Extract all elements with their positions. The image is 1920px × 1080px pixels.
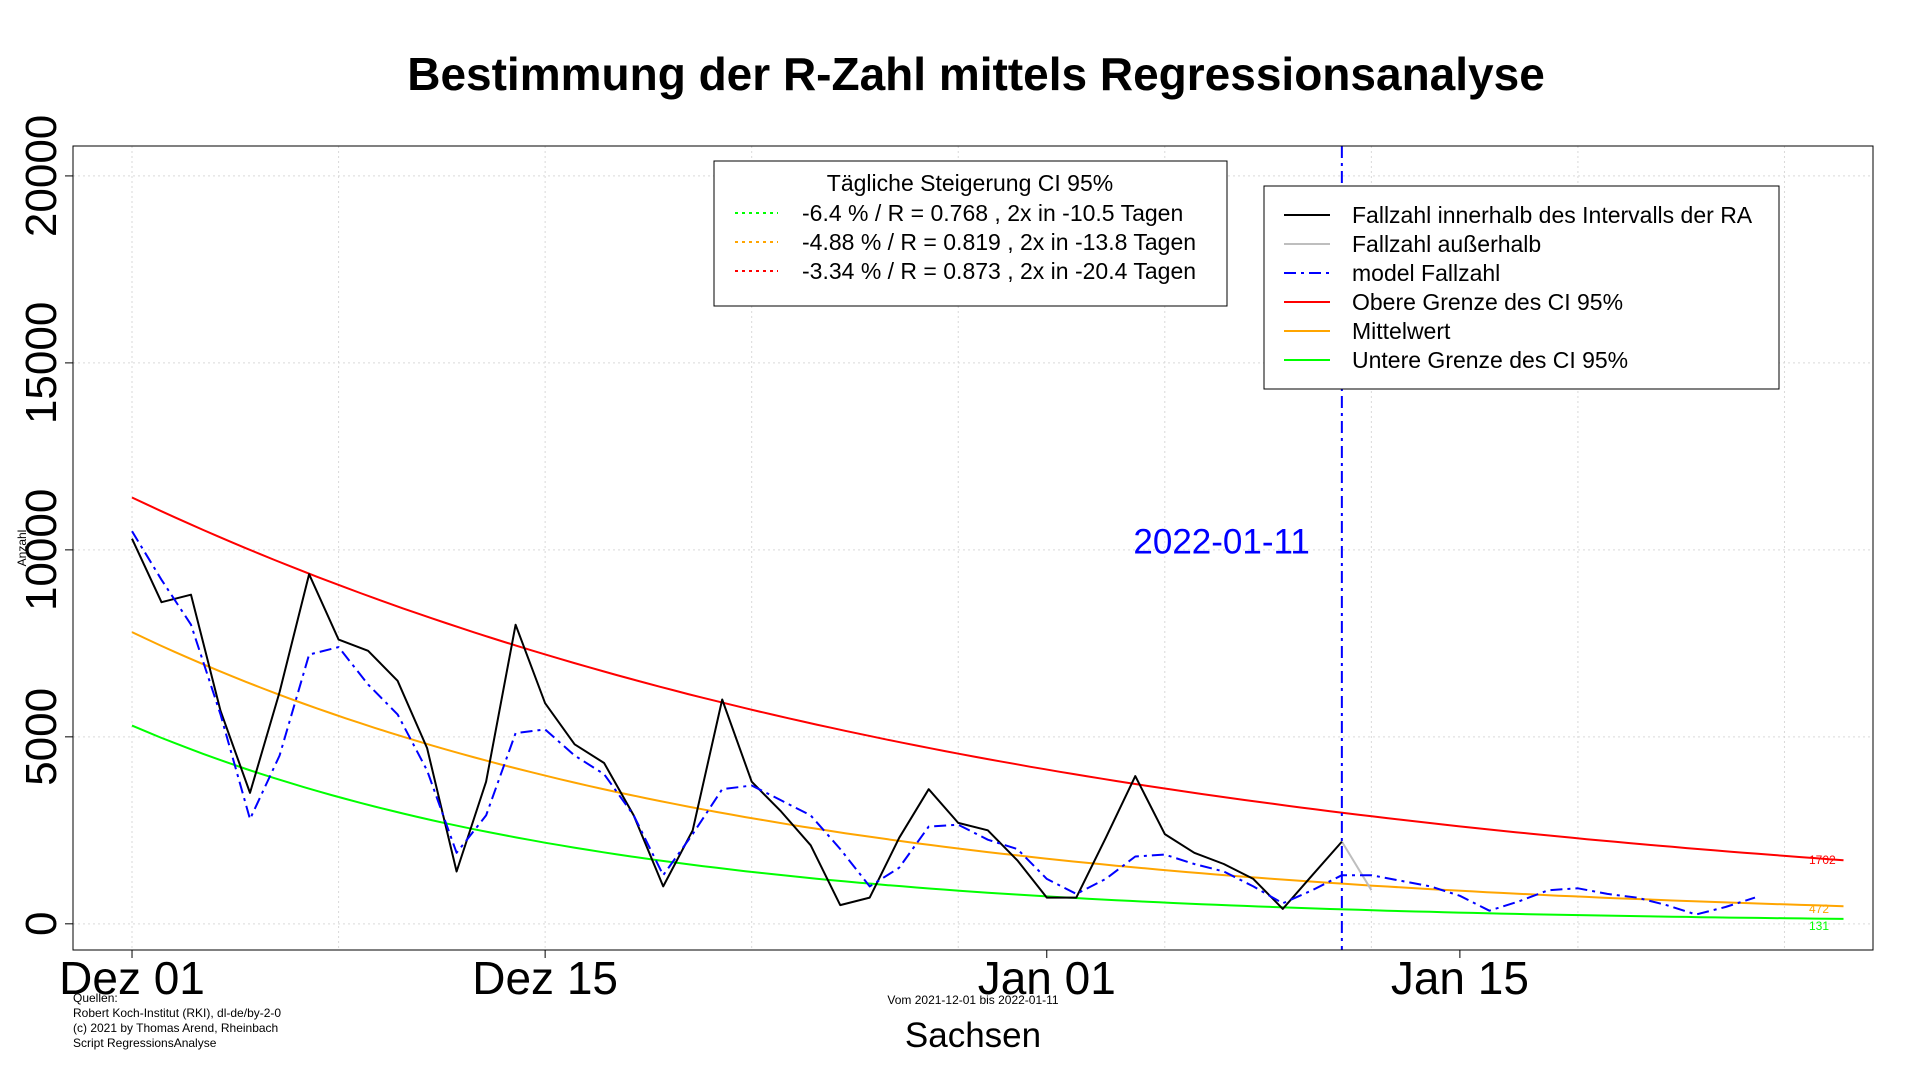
y-tick-label: 5000 (17, 688, 66, 786)
sources: Quellen:Robert Koch-Institut (RKI), dl-d… (73, 991, 281, 1050)
series-lines (131, 496, 1844, 920)
legend-series-box (1263, 185, 1780, 390)
source-line: Script RegressionsAnalyse (73, 1036, 217, 1050)
legend-ci-item: -3.34 % / R = 0.873 , 2x in -20.4 Tagen (802, 258, 1196, 284)
x-axis-label: Sachsen (905, 1016, 1041, 1055)
legend-series-item: model Fallzahl (1352, 260, 1500, 286)
end-labels: 1702 472 131 (1809, 853, 1836, 933)
y-tick-label: 10000 (17, 489, 66, 611)
legend-series: Fallzahl innerhalb des Intervalls der RA… (1263, 185, 1780, 390)
legend-series-item: Mittelwert (1352, 318, 1451, 344)
y-tick-label: 0 (17, 912, 66, 936)
y-axis-label: Anzahl (15, 530, 29, 567)
legend-series-item: Fallzahl innerhalb des Intervalls der RA (1352, 202, 1753, 228)
x-tick-label: Dez 01 (59, 952, 205, 1004)
legend-ci-item: -4.88 % / R = 0.819 , 2x in -13.8 Tagen (802, 229, 1196, 255)
x-tick-label: Dez 15 (472, 952, 618, 1004)
end-label: 1702 (1809, 853, 1836, 867)
chart-subtitle: Vom 2021-12-01 bis 2022-01-11 (887, 993, 1059, 1007)
x-tick-label: Jan 01 (978, 952, 1116, 1004)
source-line: (c) 2021 by Thomas Arend, Rheinbach (73, 1021, 278, 1035)
legend-series-item: Fallzahl außerhalb (1352, 231, 1541, 257)
end-label: 472 (1809, 902, 1829, 916)
y-tick-label: 20000 (17, 115, 66, 237)
legend-ci-title: Tägliche Steigerung CI 95% (827, 170, 1113, 196)
end-label: 131 (1809, 919, 1829, 933)
series-line-2 (131, 530, 1756, 916)
chart-title: Bestimmung der R-Zahl mittels Regression… (407, 48, 1545, 100)
x-tick-label: Jan 15 (1391, 952, 1529, 1004)
source-line: Quellen: (73, 991, 118, 1005)
series-line-4 (131, 631, 1844, 908)
source-line: Robert Koch-Institut (RKI), dl-de/by-2-0 (73, 1006, 281, 1020)
legend-series-item: Untere Grenze des CI 95% (1352, 347, 1628, 373)
plot-frame (72, 145, 1874, 951)
series-line-5 (131, 724, 1844, 920)
legend-ci: Tägliche Steigerung CI 95% -6.4 % / R = 0… (713, 160, 1228, 307)
legend-series-item: Obere Grenze des CI 95% (1352, 289, 1623, 315)
legend-ci-box (713, 160, 1228, 307)
legend-ci-item: -6.4 % / R = 0.768 , 2x in -10.5 Tagen (802, 200, 1183, 226)
date-marker-label: 2022-01-11 (1133, 523, 1309, 562)
series-line-1 (1341, 841, 1373, 891)
series-line-0 (131, 538, 1343, 910)
series-line-3 (131, 496, 1844, 862)
axes: Dez 01 Dez 15 Jan 01 Jan 15 0 5000 10000 15000 2… (17, 115, 1529, 1004)
y-tick-label: 15000 (17, 302, 66, 424)
